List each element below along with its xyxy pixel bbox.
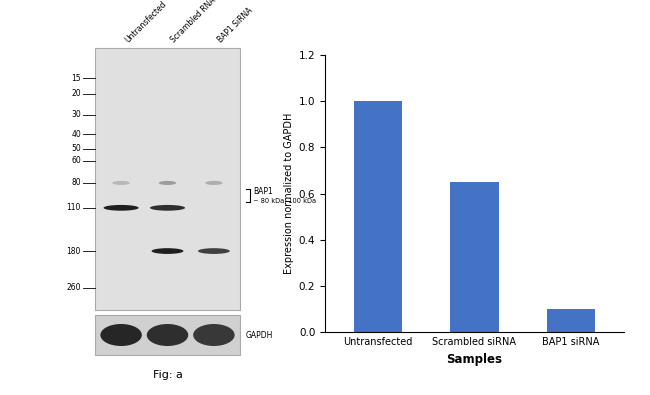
Ellipse shape — [198, 248, 230, 254]
Ellipse shape — [159, 181, 176, 185]
Bar — [354, 102, 402, 332]
Text: ~ 80 kDa, 100 kDa: ~ 80 kDa, 100 kDa — [253, 198, 316, 204]
Text: 180: 180 — [66, 246, 81, 256]
Y-axis label: Expression normalized to GAPDH: Expression normalized to GAPDH — [285, 113, 294, 274]
Ellipse shape — [112, 181, 130, 185]
Text: Untransfected: Untransfected — [123, 0, 168, 44]
Ellipse shape — [151, 248, 183, 254]
Bar — [95, 48, 240, 310]
Text: 15: 15 — [72, 73, 81, 83]
Text: 40: 40 — [72, 130, 81, 139]
Ellipse shape — [100, 324, 142, 346]
Ellipse shape — [150, 205, 185, 211]
Ellipse shape — [103, 205, 138, 211]
Text: 80: 80 — [72, 179, 81, 188]
X-axis label: Samples: Samples — [447, 353, 502, 366]
Text: 60: 60 — [72, 156, 81, 165]
Text: 20: 20 — [72, 89, 81, 98]
Ellipse shape — [193, 324, 235, 346]
Bar — [547, 309, 595, 332]
Bar — [95, 315, 240, 355]
Text: Scrambled RNA: Scrambled RNA — [170, 0, 218, 44]
Text: 30: 30 — [72, 110, 81, 119]
Ellipse shape — [147, 324, 188, 346]
Text: GAPDH: GAPDH — [246, 331, 274, 339]
Bar — [450, 182, 499, 332]
Ellipse shape — [205, 181, 223, 185]
Text: BAP1: BAP1 — [253, 187, 273, 196]
Text: 50: 50 — [72, 144, 81, 153]
Text: Fig: a: Fig: a — [153, 370, 183, 380]
Text: 260: 260 — [66, 283, 81, 292]
Text: BAP1 SiRNA: BAP1 SiRNA — [216, 6, 254, 44]
Text: 110: 110 — [66, 203, 81, 213]
